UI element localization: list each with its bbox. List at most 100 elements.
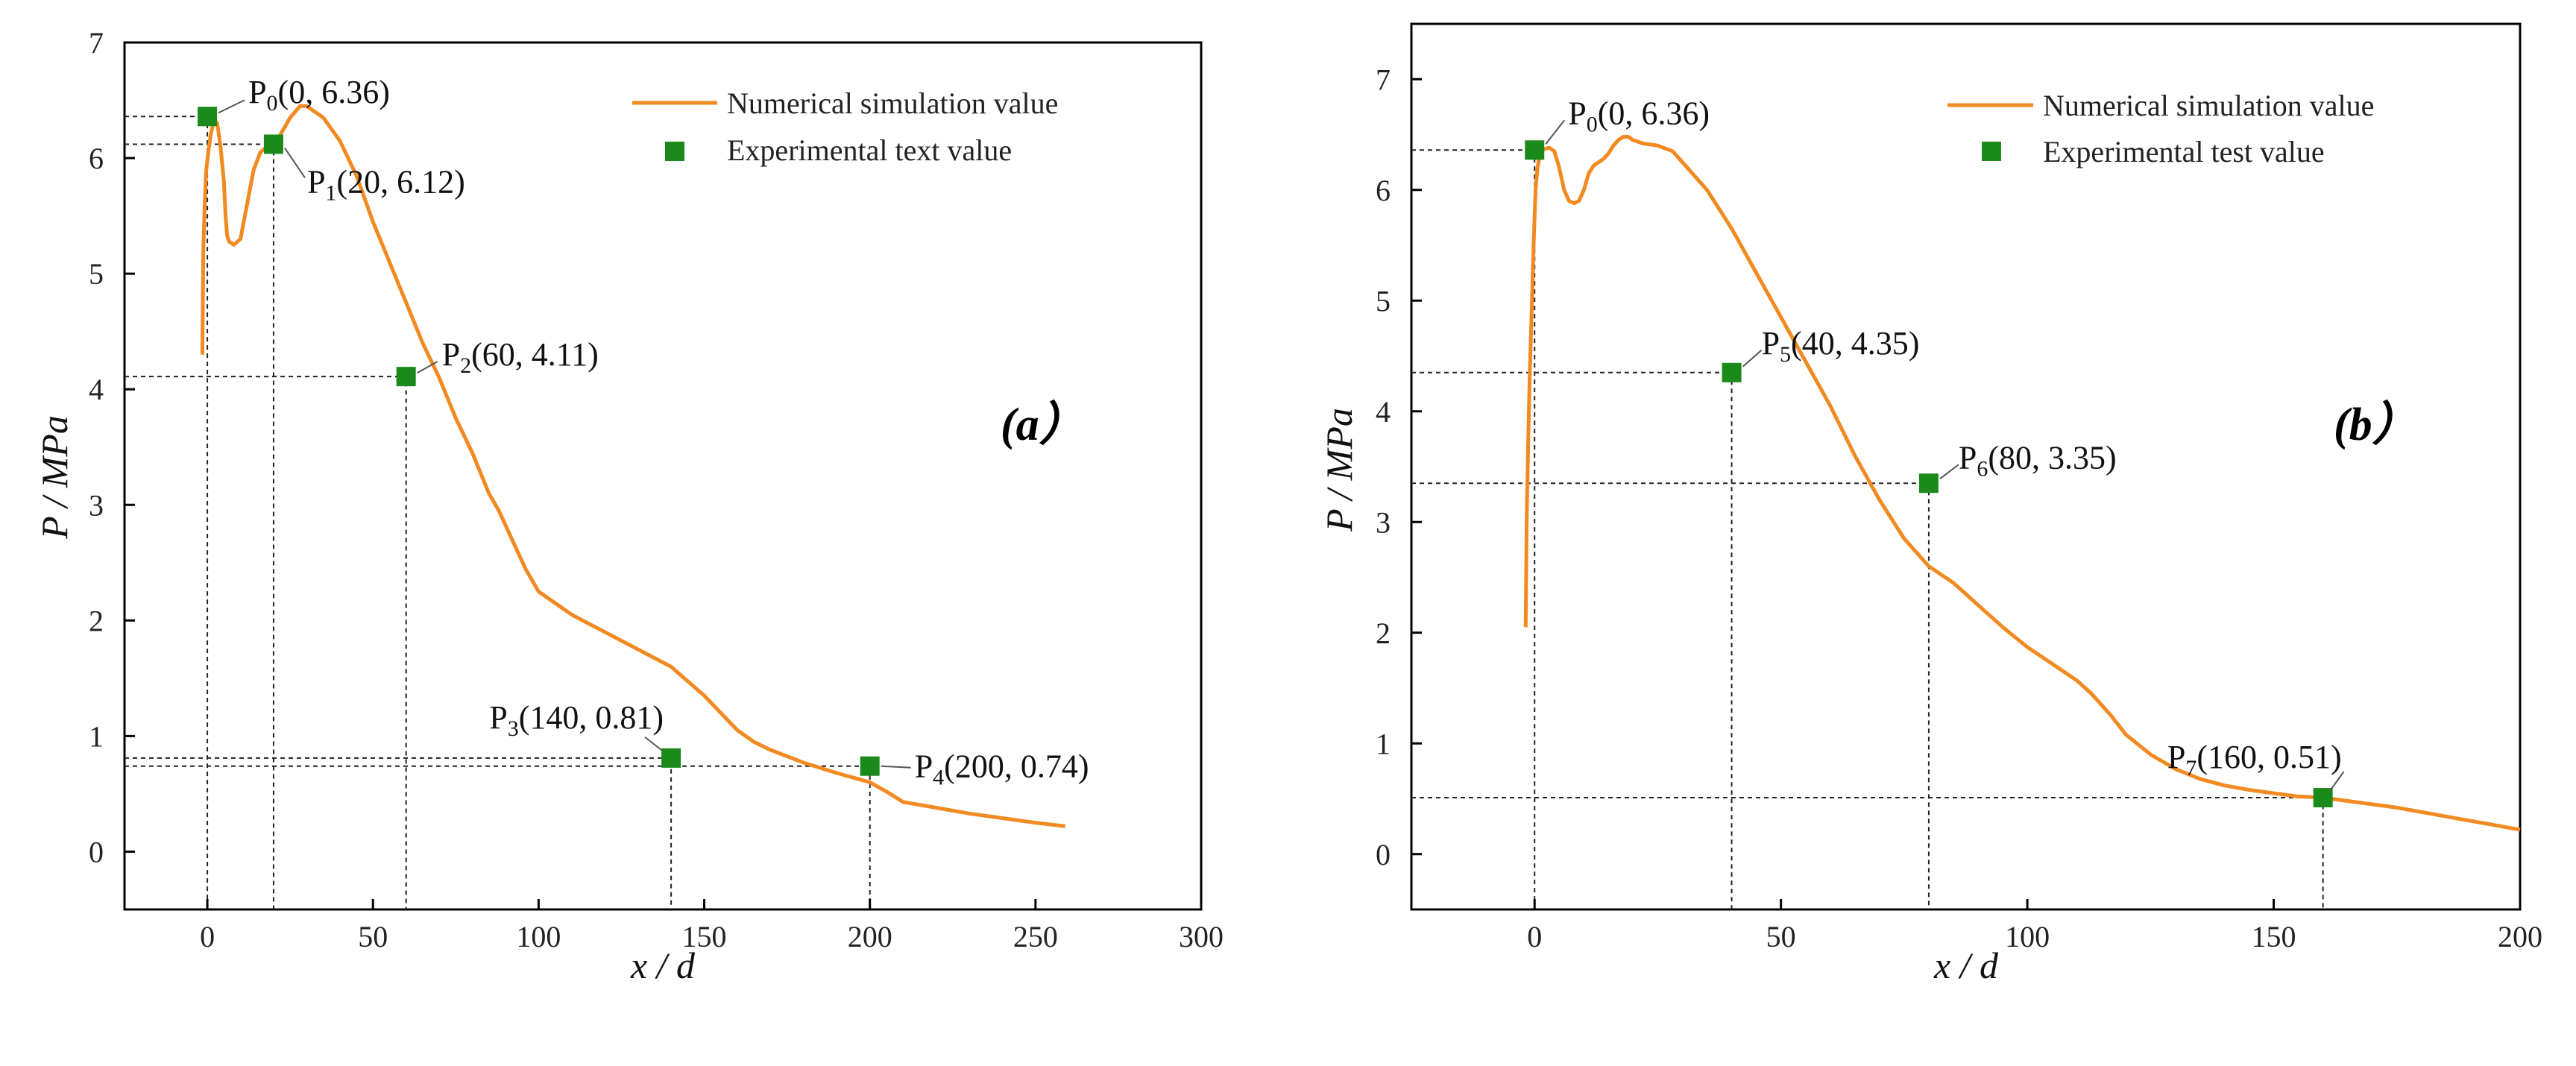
panel-a-point-annotation: P0(0, 6.36): [248, 74, 390, 116]
panel-a-experimental-markers: [198, 107, 880, 776]
panel-a-x-axis-title: x / d: [630, 944, 696, 986]
annotation-subscript: 0: [267, 91, 278, 116]
panel-b-x-tick-label: 0: [1527, 920, 1542, 953]
annotation-coords: (200, 0.74): [944, 748, 1089, 785]
panel-a-annotation-leader: [284, 147, 306, 179]
annotation-coords: (140, 0.81): [519, 699, 664, 736]
panel-a-y-tick-label: 5: [89, 257, 104, 291]
panel-b-experimental-point: [1525, 140, 1545, 160]
panel-a-y-tick-label: 0: [89, 835, 104, 868]
panel-b-annotations: P0(0, 6.36)P5(40, 4.35)P6(80, 3.35)P7(16…: [1545, 95, 2345, 791]
panel-b-simulation-line: [1523, 135, 2521, 832]
panel-b-point-annotation: P7(160, 0.51): [2167, 739, 2342, 780]
annotation-base: P: [1959, 439, 1977, 476]
panel-b-plot-frame: [1410, 22, 2522, 911]
annotation-base: P: [1568, 95, 1586, 131]
panel-a-experimental-point: [661, 748, 681, 768]
panel-a-x-tick-label: 200: [848, 920, 892, 953]
panel-a-y-axis-title: P / MPa: [34, 415, 75, 540]
panel-b-guide-line: [1411, 797, 2324, 909]
panel-a-label: (a）: [1001, 399, 1086, 450]
panel-b-y-tick-label: 5: [1376, 284, 1391, 318]
panel-b-experimental-point: [2313, 788, 2333, 808]
panel-a-legend-marker-swatch: [665, 142, 684, 161]
annotation-base: P: [915, 748, 933, 785]
panel-b-point-annotation: P5(40, 4.35): [1762, 325, 1920, 367]
panel-b-legend-experimental-label: Experimental test value: [2043, 135, 2325, 168]
panel-b-y-tick-label: 3: [1376, 505, 1391, 539]
annotation-subscript: 3: [508, 716, 519, 741]
panel-b-y-tick-label: 0: [1376, 838, 1391, 871]
panel-a-x-tick-label: 0: [200, 920, 215, 953]
panel-a-guide-line: [125, 376, 407, 909]
annotation-base: P: [489, 699, 507, 736]
panel-a-simulation-line: [200, 104, 1066, 828]
panel-a-x-tick-label: 300: [1179, 920, 1224, 953]
panel-a-plot-frame: [123, 41, 1203, 911]
annotation-base: P: [248, 74, 266, 110]
panel-b-y-tick-label: 4: [1376, 395, 1391, 429]
panel-b-annotation-leader: [1742, 350, 1763, 368]
annotation-subscript: 0: [1587, 112, 1598, 136]
panel-a-y-tick-label: 1: [89, 719, 104, 753]
panel-a-experimental-point: [396, 367, 416, 387]
panel-b-y-tick-label: 7: [1376, 63, 1391, 96]
panel-b-y-axis-title: P / MPa: [1318, 408, 1360, 532]
annotation-coords: (0, 6.36): [1598, 95, 1710, 131]
panel-a-y-tick-label: 6: [89, 142, 104, 175]
panel-a-guide-line: [125, 757, 673, 909]
panel-a-y-tick-label: 4: [89, 373, 104, 406]
panel-a-experimental-point: [860, 756, 880, 776]
panel-b-point-annotation: P0(0, 6.36): [1568, 95, 1710, 136]
panel-b-experimental-markers: [1525, 140, 2333, 808]
annotation-subscript: 2: [460, 353, 471, 378]
panel-a-annotation-leader: [644, 737, 663, 751]
panel-a-y-tick-label: 3: [89, 488, 104, 522]
annotation-subscript: 5: [1780, 342, 1791, 367]
panel-b-label: (b）: [2334, 399, 2419, 450]
panel-a-guide-line: [125, 765, 871, 909]
panel-b-experimental-point: [1722, 362, 1742, 382]
panel-a-experimental-point: [198, 107, 218, 127]
panel-b-legend-marker-swatch: [1982, 142, 2001, 161]
panel-a-legend-experimental-label: Experimental text value: [727, 133, 1012, 167]
panel-a-ticks: 0 50 100 150 200 250 300 0 1 2 3 4 5 6 7: [89, 26, 1224, 953]
panel-a-x-tick-label: 50: [358, 920, 388, 953]
panel-a-y-tick-label: 2: [89, 604, 104, 637]
annotation-subscript: 4: [933, 766, 944, 790]
panel-b-y-tick-label: 6: [1376, 174, 1391, 207]
panel-a-x-tick-label: 150: [682, 920, 727, 953]
annotation-coords: (60, 4.11): [471, 336, 599, 373]
annotation-subscript: 7: [2185, 756, 2196, 780]
panel-b-legend-simulation-label: Numerical simulation value: [2043, 89, 2374, 122]
panel-a-annotation-leader: [417, 361, 438, 374]
panel-a-guide-lines: [125, 116, 871, 909]
annotation-coords: (160, 0.51): [2196, 739, 2341, 775]
annotation-subscript: 6: [1977, 456, 1988, 481]
panel-b-guide-line: [1411, 149, 1536, 909]
panel-a-annotation-leader: [218, 99, 245, 114]
panel-a-point-annotation: P3(140, 0.81): [489, 699, 664, 741]
panel-b-x-tick-label: 200: [2498, 920, 2542, 953]
panel-b-guide-lines: [1411, 149, 2324, 909]
panel-b-point-annotation: P6(80, 3.35): [1959, 439, 2117, 481]
panel-b-x-axis-title: x / d: [1933, 944, 1999, 986]
annotation-coords: (20, 6.12): [336, 163, 465, 200]
panel-b-y-tick-label: 1: [1376, 727, 1391, 760]
panel-a-point-annotation: P2(60, 4.11): [442, 336, 599, 378]
panel-b-x-tick-label: 150: [2252, 920, 2296, 953]
panel-a-legend-simulation-label: Numerical simulation value: [727, 86, 1058, 120]
annotation-base: P: [442, 336, 460, 373]
panel-a-point-annotation: P4(200, 0.74): [915, 748, 1089, 790]
panel-a-x-tick-label: 250: [1013, 920, 1058, 953]
panel-b-guide-line: [1411, 482, 1930, 909]
panel-a-y-tick-label: 7: [89, 26, 104, 60]
panel-a-x-tick-label: 100: [516, 920, 561, 953]
panel-b-y-tick-label: 2: [1376, 616, 1391, 650]
panel-a-experimental-point: [263, 134, 283, 154]
panel-b-annotation-leader: [2329, 771, 2345, 791]
panel-a-annotation-leader: [881, 765, 911, 769]
